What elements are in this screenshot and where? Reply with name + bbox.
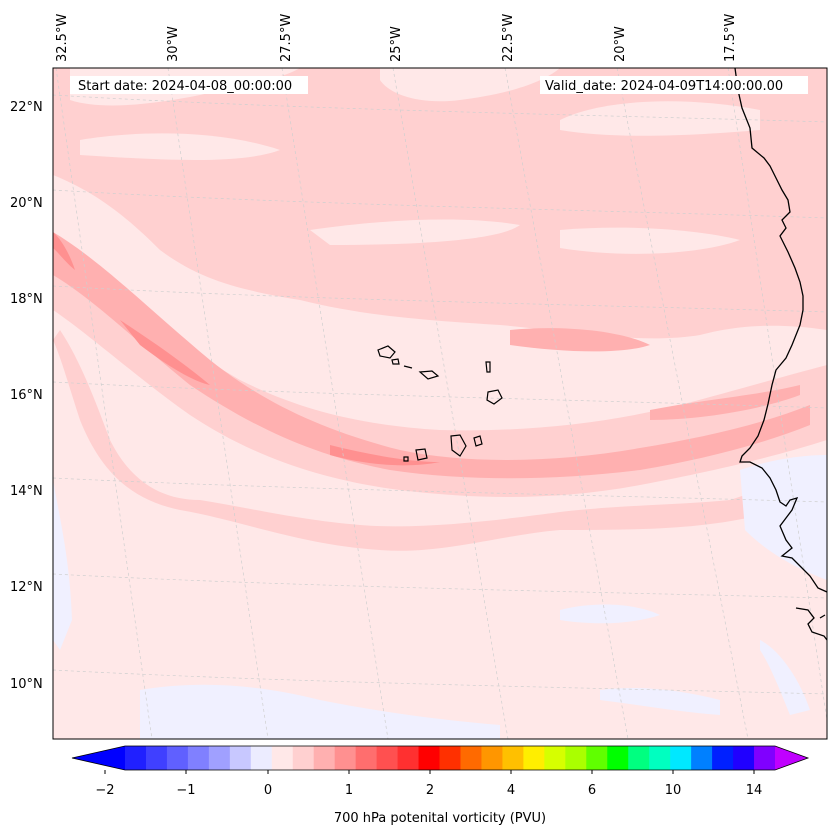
lon-label: 32.5°W: [55, 14, 70, 62]
colorbar-tick-label: 1: [345, 783, 353, 798]
lon-label: 22.5°W: [501, 14, 516, 62]
colorbar-tick-label: 4: [507, 783, 515, 798]
colorbar-segment: [670, 746, 692, 770]
colorbar-segment: [733, 746, 755, 770]
colorbar-segment: [586, 746, 608, 770]
lat-label: 10°N: [10, 677, 43, 692]
colorbar-segment: [229, 746, 252, 770]
colorbar-segment: [481, 746, 503, 770]
colorbar-tick-label: 0: [264, 783, 272, 798]
graticule: [53, 68, 827, 739]
lat-label: 16°N: [10, 388, 43, 403]
colorbar-tick-label: 2: [426, 783, 434, 798]
start-date-label: Start date: 2024-04-08_00:00:00: [78, 79, 292, 94]
pv-field: [53, 68, 827, 739]
lon-label: 27.5°W: [279, 14, 294, 62]
lat-label: 14°N: [10, 484, 43, 499]
colorbar-segment: [271, 746, 294, 770]
lat-labels: 22°N 20°N 18°N 16°N 14°N 12°N 10°N: [10, 100, 43, 692]
valid-date-box: [540, 76, 808, 94]
colorbar-segment: [628, 746, 650, 770]
colorbar-segment: [502, 746, 524, 770]
colorbar-title: 700 hPa potenital vorticity (PVU): [334, 811, 546, 826]
colorbar-tick-label: 10: [665, 783, 682, 798]
lon-label: 30°W: [166, 26, 181, 62]
colorbar-segment: [649, 746, 671, 770]
colorbar-segment: [313, 746, 336, 770]
colorbar-tick-label: −2: [95, 783, 114, 798]
map-frame: [52, 67, 828, 740]
colorbar-segment: [607, 746, 629, 770]
colorbar-segment: [187, 746, 210, 770]
colorbar-segment: [691, 746, 713, 770]
colorbar-segment: [397, 746, 420, 770]
colorbar-segment: [355, 746, 378, 770]
colorbar-segment: [544, 746, 566, 770]
colorbar-ticks: −2 −1 0 1 2 4 6 10 14: [95, 770, 762, 798]
lon-label: 25°W: [389, 26, 404, 62]
colorbar-segment: [712, 746, 734, 770]
lat-label: 22°N: [10, 100, 43, 115]
colorbar-segment: [460, 746, 482, 770]
cape-verde-islands: [377, 345, 503, 462]
start-date-box: [70, 76, 308, 94]
colorbar-tick-label: 14: [746, 783, 763, 798]
colorbar-segment: [523, 746, 545, 770]
lon-label: 17.5°W: [723, 14, 738, 62]
lon-labels: 32.5°W 30°W 27.5°W 25°W 22.5°W 20°W 17.5…: [55, 14, 738, 62]
colorbar-segment: [376, 746, 399, 770]
colorbar-outline: [71, 745, 810, 771]
colorbar-tick-label: −1: [176, 783, 195, 798]
africa-coastline: [734, 68, 827, 641]
colorbar-segment: [439, 746, 461, 770]
lat-label: 20°N: [10, 196, 43, 211]
colorbar-segment: [208, 746, 231, 770]
colorbar-extend-min: [72, 746, 125, 770]
lat-label: 12°N: [10, 580, 43, 595]
colorbar-extend-max: [775, 746, 808, 770]
colorbar-segment: [145, 746, 168, 770]
colorbar-tick-label: 6: [588, 783, 596, 798]
colorbar-segment: [166, 746, 189, 770]
colorbar-segment: [754, 746, 776, 770]
lon-label: 20°W: [613, 26, 628, 62]
lat-label: 18°N: [10, 292, 43, 307]
colorbar-segment: [418, 746, 441, 770]
colorbar-segment: [292, 746, 315, 770]
valid-date-label: Valid_date: 2024-04-09T14:00:00.00: [545, 79, 783, 94]
colorbar-segment: [125, 746, 147, 770]
colorbar-segment: [334, 746, 357, 770]
colorbar: [71, 745, 810, 771]
colorbar-segment: [250, 746, 273, 770]
colorbar-segment: [565, 746, 587, 770]
